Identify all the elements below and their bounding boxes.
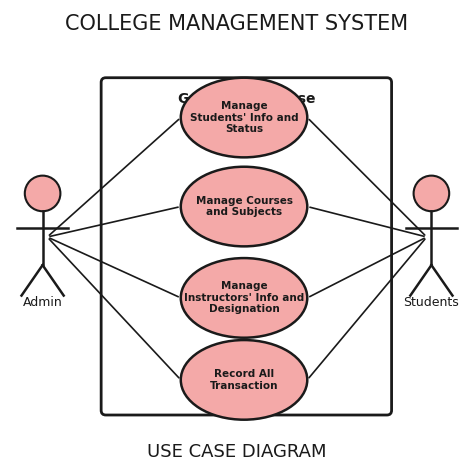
- Ellipse shape: [181, 258, 307, 337]
- Ellipse shape: [181, 78, 307, 157]
- Text: Manage
Students' Info and
Status: Manage Students' Info and Status: [190, 101, 298, 134]
- Circle shape: [414, 176, 449, 211]
- Circle shape: [25, 176, 60, 211]
- Text: General Use Case: General Use Case: [178, 92, 315, 106]
- Ellipse shape: [181, 167, 307, 246]
- Text: Manage Courses
and Subjects: Manage Courses and Subjects: [196, 196, 292, 218]
- Text: Admin: Admin: [23, 296, 63, 309]
- Text: USE CASE DIAGRAM: USE CASE DIAGRAM: [147, 444, 327, 462]
- Text: Record All
Transaction: Record All Transaction: [210, 369, 278, 391]
- Ellipse shape: [181, 340, 307, 419]
- Text: Manage
Instructors' Info and
Designation: Manage Instructors' Info and Designation: [184, 281, 304, 314]
- Text: Students: Students: [403, 296, 459, 309]
- Text: COLLEGE MANAGEMENT SYSTEM: COLLEGE MANAGEMENT SYSTEM: [65, 14, 409, 34]
- FancyBboxPatch shape: [101, 78, 392, 415]
